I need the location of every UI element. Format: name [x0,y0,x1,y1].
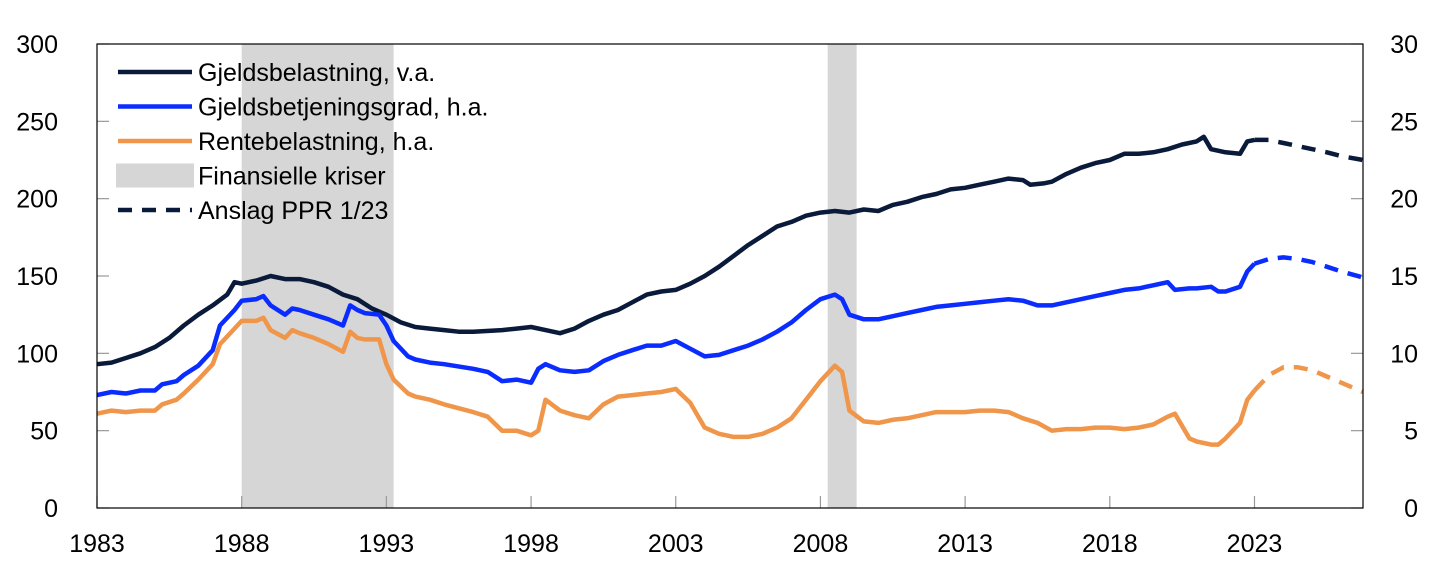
x-tick-label: 2018 [1082,530,1138,558]
legend-label: Rentebelastning, h.a. [198,128,434,156]
crisis-band-1 [827,44,857,508]
x-axis-labels: 1983 1988 1993 1998 2003 2008 2013 2018 2023 [69,530,1282,558]
legend-swatch-band [116,163,194,188]
series-line-1 [96,262,1257,398]
y-right-tick-label: 20 [1390,186,1418,214]
y-axis-right-labels: 0 5 10 15 20 25 30 [1390,31,1418,523]
legend-label: Gjeldsbelastning, v.a. [198,59,435,87]
y-left-tick-label: 0 [44,495,58,523]
x-tick-label: 1988 [214,530,270,558]
series-line-4 [1253,255,1364,280]
x-tick-label: 2008 [793,530,849,558]
y-right-tick-label: 25 [1390,108,1418,136]
y-left-tick-label: 100 [16,340,58,368]
y-axis-left-labels: 0 50 100 150 200 250 300 [16,31,58,523]
series-lines [96,134,1364,447]
series-line-0 [96,134,1255,367]
y-left-tick-label: 250 [16,108,58,136]
y-right-tick-label: 10 [1390,340,1418,368]
y-left-tick-label: 50 [30,418,58,446]
y-left-tick-label: 300 [16,31,58,59]
x-tick-label: 2023 [1227,530,1283,558]
legend: Gjeldsbelastning, v.a. Gjeldsbetjeningsgr… [116,59,488,225]
y-right-tick-label: 30 [1390,31,1418,59]
y-right-tick-label: 15 [1390,263,1418,291]
y-right-tick-label: 0 [1404,495,1418,523]
x-tick-label: 1993 [359,530,415,558]
x-tick-label: 1983 [69,530,125,558]
y-left-tick-label: 200 [16,186,58,214]
x-tick-label: 2013 [937,530,993,558]
series-line-2 [96,315,1257,447]
legend-label: Gjeldsbetjeningsgrad, h.a. [198,94,488,122]
x-tick-label: 1998 [503,530,559,558]
series-line-3 [1254,137,1364,163]
y-left-tick-label: 150 [16,263,58,291]
legend-label: Anslag PPR 1/23 [198,197,388,225]
y-right-tick-label: 5 [1404,418,1418,446]
plot-frame [96,43,1364,509]
x-tick-label: 2003 [648,530,704,558]
series-line-5 [1252,365,1364,395]
legend-label: Finansielle kriser [198,163,386,191]
